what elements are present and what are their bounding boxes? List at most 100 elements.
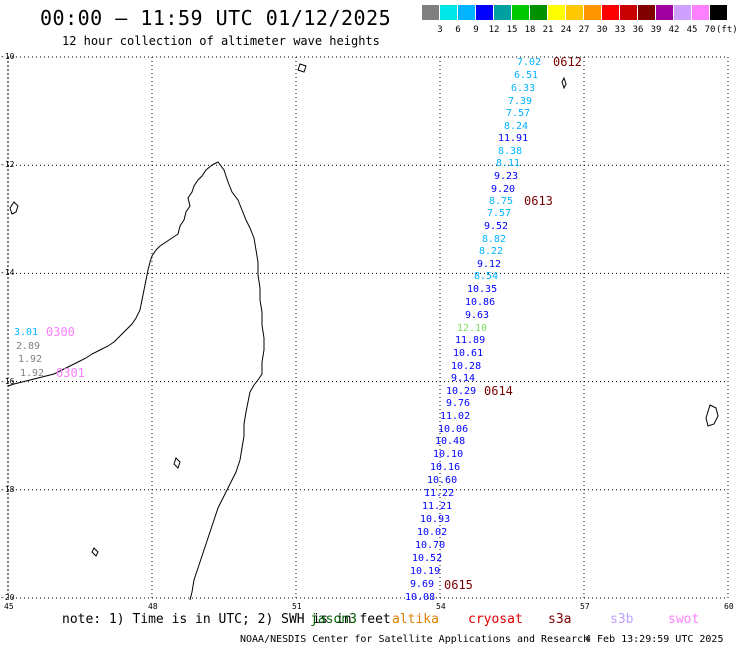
longitude-tick-label: 54 <box>436 602 446 611</box>
colorbar-unit: (ft) <box>716 25 738 35</box>
latitude-tick-label: -14 <box>0 268 15 278</box>
wave-height-value: 10.52 <box>412 553 443 564</box>
colorbar-label: 24 <box>560 25 572 35</box>
wave-height-value: 9.20 <box>491 184 516 195</box>
wave-height-value: 6.51 <box>514 70 539 81</box>
small-island <box>297 63 307 73</box>
pass-time-label: 0300 <box>46 325 75 339</box>
madagascar-coastline <box>189 161 265 601</box>
colorbar-label: 42 <box>668 25 680 35</box>
madagascar-west-coast <box>7 164 213 387</box>
colorbar-label: 45 <box>686 25 698 35</box>
pass-time-label: 0612 <box>553 55 582 69</box>
comoros-island <box>9 201 19 215</box>
colorbar-label: 70 <box>704 25 716 35</box>
longitude-tick-label: 60 <box>724 602 734 611</box>
wave-height-value: 6.33 <box>511 83 536 94</box>
wave-height-value: 7.39 <box>508 96 533 107</box>
wave-height-value: 10.28 <box>451 361 482 372</box>
wave-height-value: 11.91 <box>498 133 529 144</box>
coastline <box>7 63 719 601</box>
wave-height-value: 9.63 <box>465 310 490 321</box>
wave-height-value: 9.69 <box>410 579 435 590</box>
generation-timestamp: 4 Feb 13:29:59 UTC 2025 <box>585 634 724 645</box>
wave-height-value: 8.54 <box>474 271 499 282</box>
longitude-tick-label: 57 <box>580 602 590 611</box>
wave-height-value: 7.02 <box>517 57 542 68</box>
wave-height-value: 11.22 <box>424 488 455 499</box>
colorbar-swatch <box>548 5 565 20</box>
pass-time-label: 0615 <box>444 578 473 592</box>
colorbar-swatch <box>512 5 529 20</box>
credit-line: NOAA/NESDIS Center for Satellite Applica… <box>240 634 590 645</box>
colorbar-swatch <box>530 5 547 20</box>
latitude-tick-label: -18 <box>0 484 15 494</box>
satellite-legend-entry: jason3 <box>310 612 357 627</box>
colorbar-swatch <box>494 5 511 20</box>
colorbar-swatch <box>638 5 655 20</box>
wave-height-value: 10.29 <box>446 386 477 397</box>
wave-height-value: 7.57 <box>487 208 512 219</box>
colorbar-label: 36 <box>632 25 644 35</box>
wave-height-value: 10.08 <box>405 592 436 603</box>
map-subtitle: 12 hour collection of altimeter wave hei… <box>62 34 380 48</box>
wave-height-value: 10.02 <box>417 527 448 538</box>
wave-height-value: 9.14 <box>451 373 476 384</box>
colorbar-label: 33 <box>614 25 626 35</box>
wave-height-value: 2.89 <box>16 341 41 352</box>
wave-height-value: 1.92 <box>20 368 45 379</box>
wave-height-value: 8.24 <box>504 121 529 132</box>
pass-time-label: 0613 <box>524 194 553 208</box>
wave-height-value: 9.76 <box>446 398 471 409</box>
colorbar-swatch <box>422 5 439 20</box>
latitude-tick-label: -10 <box>0 52 15 61</box>
colorbar-label: 9 <box>473 25 479 35</box>
colorbar-label: 18 <box>524 25 536 35</box>
colorbar-label: 21 <box>542 25 554 35</box>
colorbar-swatch <box>476 5 493 20</box>
wave-height-value: 9.52 <box>484 221 509 232</box>
wave-height-value: 10.06 <box>438 424 469 435</box>
colorbar-label: 12 <box>488 25 500 35</box>
wave-height-value: 11.21 <box>422 501 453 512</box>
latitude-tick-label: -16 <box>0 376 15 386</box>
satellite-legend-entry: swot <box>668 612 700 627</box>
colorbar-label: 3 <box>437 25 443 35</box>
mascarene-island <box>705 404 719 427</box>
wave-height-value: 10.16 <box>430 462 461 473</box>
satellite-legend-entry: altika <box>392 612 439 627</box>
satellite-legend-entry: s3b <box>610 612 634 627</box>
colorbar-swatch <box>620 5 637 20</box>
wave-height-value: 11.89 <box>455 335 486 346</box>
cargados-reef <box>561 76 567 90</box>
colorbar-label: 15 <box>506 25 518 35</box>
map-title: 00:00 – 11:59 UTC 01/12/2025 <box>40 6 392 30</box>
colorbar-label: 30 <box>596 25 608 35</box>
wave-height-value: 10.70 <box>415 540 446 551</box>
pass-time-label: 0614 <box>484 384 513 398</box>
colorbar-swatch <box>674 5 691 20</box>
wave-height-value: 10.86 <box>465 297 496 308</box>
wave-height-value: 1.92 <box>18 354 43 365</box>
wave-height-value: 8.22 <box>479 246 504 257</box>
map-frame <box>7 56 729 599</box>
wave-height-value: 10.61 <box>453 348 484 359</box>
longitude-tick-label: 51 <box>292 602 302 611</box>
wave-height-value: 10.10 <box>433 449 464 460</box>
satellite-legend-entry: s3a <box>548 612 572 627</box>
wave-height-value: 12.10 <box>457 323 488 334</box>
colorbar-swatch <box>692 5 709 20</box>
wave-height-value: 10.35 <box>467 284 498 295</box>
latitude-tick-label: -20 <box>0 593 15 602</box>
longitude-tick-label: 45 <box>4 602 14 611</box>
wave-height-value: 10.19 <box>410 566 441 577</box>
wave-height-value: 10.93 <box>420 514 451 525</box>
lat-lon-grid <box>7 56 729 599</box>
colorbar-swatch <box>710 5 727 20</box>
wave-height-value: 8.11 <box>496 158 521 169</box>
colorbar-swatch <box>458 5 475 20</box>
pass-time-label: 0301 <box>56 366 85 380</box>
colorbar-label: 27 <box>578 25 590 35</box>
footnote: note: 1) Time is in UTC; 2) SWH is in fe… <box>62 612 391 627</box>
